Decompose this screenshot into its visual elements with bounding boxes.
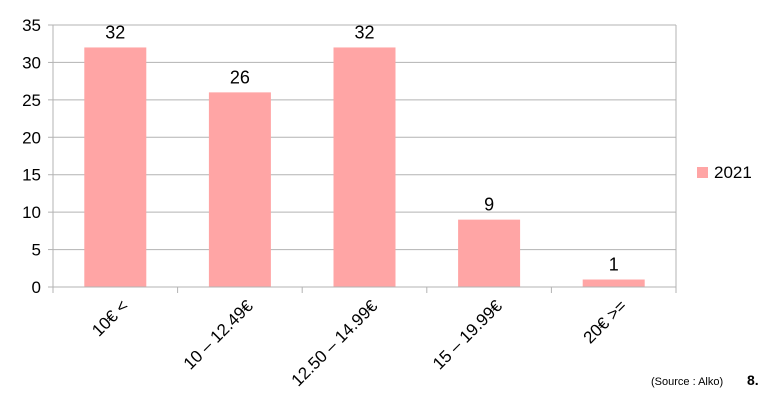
y-tick-label: 10: [22, 203, 41, 222]
y-tick-label: 5: [32, 241, 41, 260]
y-tick-label: 15: [22, 166, 41, 185]
legend: 2021: [697, 163, 752, 182]
legend-label-2021: 2021: [714, 163, 752, 182]
bars: [84, 47, 645, 288]
data-label-3: 9: [484, 195, 494, 215]
y-tick-labels: 0 5 10 15 20 25 30 35: [22, 16, 41, 297]
category-label-1: 10 – 12.49€: [180, 296, 257, 373]
category-label-3: 15 – 19.99€: [429, 296, 506, 373]
x-category-labels: 10€ < 10 – 12.49€ 12.50 – 14.99€ 15 – 19.99…: [88, 296, 630, 390]
bar-2: [333, 47, 396, 288]
y-tick-label: 30: [22, 53, 41, 72]
bar-1: [208, 92, 271, 287]
category-label-2: 12.50 – 14.99€: [288, 296, 382, 390]
page-number: 8.: [747, 372, 759, 388]
category-label-0: 10€ <: [88, 296, 132, 340]
axes: [48, 24, 677, 293]
y-tick-label: 25: [22, 91, 41, 110]
data-labels: 32 26 32 9 1: [105, 22, 618, 274]
legend-swatch-2021: [697, 167, 708, 178]
data-label-4: 1: [609, 255, 619, 275]
bar-0: [84, 47, 147, 288]
y-tick-label: 35: [22, 16, 41, 35]
source-note: (Source : Alko): [651, 376, 724, 388]
y-tick-label: 0: [32, 278, 41, 297]
y-tick-label: 20: [22, 128, 41, 147]
bar-3: [458, 219, 521, 287]
bar-4: [582, 279, 645, 287]
data-label-2: 32: [354, 22, 374, 42]
data-label-1: 26: [230, 67, 250, 87]
data-label-0: 32: [105, 22, 125, 42]
category-label-4: 20€ >=: [580, 296, 631, 347]
